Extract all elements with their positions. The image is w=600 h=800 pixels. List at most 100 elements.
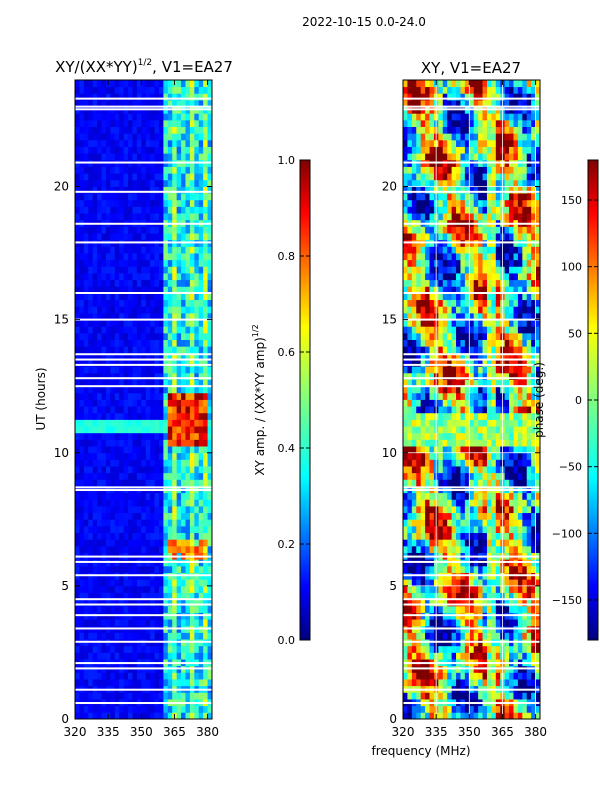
heatmap-cell <box>145 479 151 487</box>
y-tick-label: 10 <box>54 446 69 460</box>
heatmap-cell <box>167 93 173 101</box>
heatmap-cell <box>509 379 514 387</box>
heatmap-cell <box>478 319 483 327</box>
heatmap-cell <box>447 359 453 367</box>
heatmap-cell <box>150 585 155 593</box>
heatmap-cell <box>513 392 519 400</box>
heatmap-cell <box>531 432 536 440</box>
heatmap-cell <box>456 532 461 540</box>
heatmap-cell <box>141 319 147 327</box>
heatmap-cell <box>167 446 173 454</box>
heatmap-cell <box>451 599 457 607</box>
heatmap-cell <box>172 692 178 700</box>
heatmap-cell <box>460 326 466 334</box>
heatmap-cell <box>79 233 85 241</box>
heatmap-cell <box>123 452 129 460</box>
heatmap-cell <box>509 492 514 500</box>
heatmap-cell <box>163 406 169 414</box>
heatmap-cell <box>194 419 200 427</box>
heatmap-cell <box>407 372 413 380</box>
heatmap-cell <box>491 339 497 347</box>
heatmap-cell <box>75 565 80 573</box>
colorbar-amplitude: 0.00.20.40.60.81.0 XY amp. / (XX*YY amp)… <box>251 154 311 647</box>
panel2-title: XY, V1=EA27 <box>421 59 521 77</box>
heatmap-cell <box>486 359 492 367</box>
heatmap-cell <box>154 366 160 374</box>
heatmap-cell <box>425 532 430 540</box>
heatmap-cell <box>128 133 133 141</box>
heatmap-cell <box>189 492 195 500</box>
heatmap-cell <box>97 679 102 687</box>
heatmap-cell <box>97 306 102 314</box>
heatmap-cell <box>181 406 186 414</box>
heatmap-cell <box>189 452 195 460</box>
heatmap-cell <box>451 619 457 627</box>
heatmap-cell <box>207 312 213 321</box>
heatmap-cell <box>460 712 466 720</box>
heatmap-cell <box>150 233 155 241</box>
heatmap-cell <box>141 525 147 534</box>
heatmap-cell <box>478 372 483 380</box>
heatmap-cell <box>513 579 519 587</box>
heatmap-cell <box>203 432 208 440</box>
heatmap-cell <box>79 492 85 500</box>
heatmap-cell <box>97 406 102 414</box>
heatmap-cell <box>185 366 191 374</box>
heatmap-cell <box>203 153 208 161</box>
heatmap-cell <box>189 139 195 147</box>
heatmap-cell <box>110 80 116 88</box>
heatmap-cell <box>473 452 479 460</box>
heatmap-cell <box>482 306 488 314</box>
heatmap-cell <box>181 599 186 607</box>
heatmap-cell <box>101 199 107 207</box>
heatmap-cell <box>114 193 120 201</box>
heatmap-cell <box>451 406 457 414</box>
heatmap-cell <box>460 605 466 613</box>
heatmap-cell <box>198 466 204 474</box>
heatmap-cell <box>403 539 408 547</box>
heatmap-cell <box>407 539 413 547</box>
heatmap-cell <box>189 446 195 454</box>
heatmap-cell <box>203 525 208 534</box>
heatmap-cell <box>535 479 541 487</box>
heatmap-cell <box>513 565 519 573</box>
heatmap-cell <box>531 525 536 534</box>
heatmap-cell <box>119 126 125 134</box>
heatmap-cell <box>517 712 523 720</box>
heatmap-cell <box>132 539 138 547</box>
heatmap-cell <box>495 479 501 487</box>
heatmap-cell <box>464 372 470 380</box>
heatmap-cell <box>526 466 532 474</box>
heatmap-cell <box>420 605 426 613</box>
heatmap-cell <box>194 506 200 514</box>
heatmap-cell <box>203 579 208 587</box>
heatmap-cell <box>420 599 426 607</box>
heatmap-cell <box>75 399 80 407</box>
heatmap-cell <box>438 605 444 613</box>
heatmap-cell <box>75 679 80 687</box>
heatmap-cell <box>97 632 102 640</box>
heatmap-cell <box>447 545 453 553</box>
heatmap-cell <box>88 206 94 214</box>
heatmap-cell <box>517 452 523 460</box>
heatmap-cell <box>416 306 422 314</box>
heatmap-cell <box>123 306 129 314</box>
heatmap-cell <box>110 679 116 687</box>
heatmap-cell <box>482 592 488 600</box>
heatmap-cell <box>97 339 102 347</box>
heatmap-cell <box>469 672 475 680</box>
heatmap-cell <box>535 545 541 553</box>
heatmap-cell <box>176 379 182 387</box>
colorbar1-label: XY amp. / (XX*YY amp)1/2 <box>251 324 267 475</box>
heatmap-cell <box>478 565 483 573</box>
heatmap-cell <box>88 266 94 274</box>
heatmap-cell <box>176 392 182 400</box>
heatmap-cell <box>92 605 98 613</box>
heatmap-cell <box>136 146 142 154</box>
heatmap-cell <box>456 506 461 514</box>
heatmap-cell <box>132 93 138 101</box>
heatmap-cell <box>198 139 204 147</box>
heatmap-cell <box>411 379 417 387</box>
heatmap-cell <box>207 199 213 207</box>
flagged-gap <box>75 555 212 558</box>
